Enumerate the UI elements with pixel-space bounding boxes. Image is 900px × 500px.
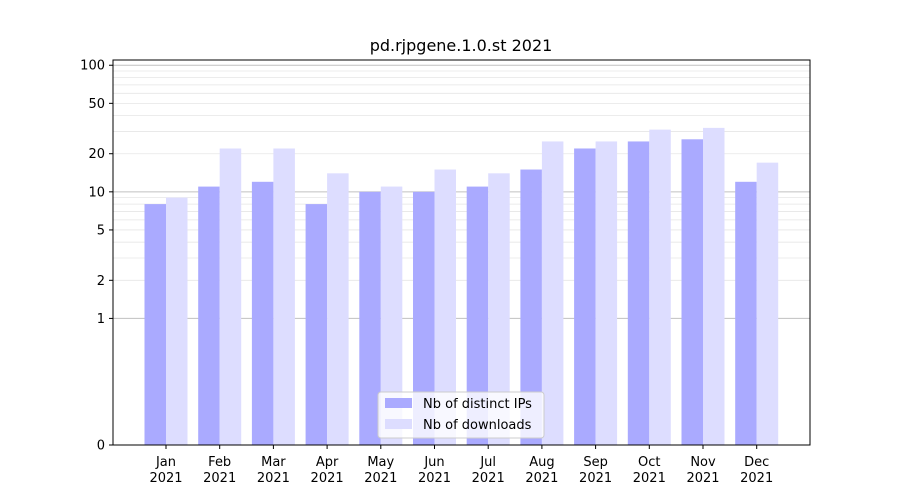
bar: [166, 197, 188, 445]
bar: [273, 148, 295, 445]
x-tick-label: Jul 2021: [472, 455, 505, 486]
bars: [144, 127, 779, 446]
x-tick-label: May 2021: [364, 455, 397, 486]
chart-title: pd.rjpgene.1.0.st 2021: [370, 36, 553, 55]
bar: [251, 181, 274, 445]
x-tick-label: Oct 2021: [633, 455, 666, 486]
bar: [198, 186, 220, 446]
y-tick-label: 100: [80, 59, 105, 74]
bar: [305, 204, 328, 445]
legend-label: Nb of downloads: [423, 418, 532, 433]
bar: [681, 139, 703, 445]
bar: [735, 181, 757, 445]
legend-frame: [377, 391, 545, 439]
bar: [488, 173, 510, 445]
y-tick-label: 0: [97, 439, 105, 454]
bar: [595, 141, 618, 445]
x-axis: Jan 2021 Feb 2021 Mar 2021 Apr 2021 May 2021 Jun 20…: [149, 445, 773, 486]
bar: [541, 141, 564, 445]
legend: Nb of distinct IPs Nb of downloads: [377, 391, 545, 439]
bar: [327, 173, 349, 445]
bar: [434, 169, 456, 445]
x-tick-label: Jun 2021: [418, 455, 451, 486]
bar: [520, 169, 542, 445]
x-tick-label: Feb 2021: [203, 455, 236, 486]
bar: [703, 127, 725, 445]
bar: [144, 204, 166, 445]
y-tick-label: 2: [97, 274, 105, 289]
x-tick-label: Aug 2021: [525, 455, 558, 486]
legend-label: Nb of distinct IPs: [423, 397, 532, 412]
bar: [627, 141, 650, 445]
x-tick-label: Apr 2021: [311, 455, 344, 486]
x-tick-label: Mar 2021: [257, 455, 290, 486]
bar: [649, 129, 671, 445]
bar: [466, 186, 489, 446]
legend-swatch: [385, 398, 412, 408]
bar: [359, 191, 381, 445]
x-tick-label: Sep 2021: [579, 455, 612, 486]
plot-frame: [112, 59, 811, 446]
legend-swatch: [385, 419, 412, 429]
y-axis: 0 1 2 5 10 20 50 100: [80, 59, 113, 454]
x-tick-label: Jan 2021: [149, 455, 182, 486]
bar: [380, 186, 403, 446]
y-tick-label: 1: [97, 312, 105, 327]
x-tick-label: Dec 2021: [740, 455, 773, 486]
bar: [219, 148, 242, 445]
bar: [756, 162, 779, 445]
y-tick-label: 50: [88, 97, 105, 112]
y-tick-label: 5: [97, 223, 105, 238]
bar: [574, 148, 596, 445]
y-tick-label: 20: [88, 147, 105, 162]
x-tick-label: Nov 2021: [686, 455, 719, 486]
y-tick-label: 10: [88, 185, 105, 200]
bar: [413, 191, 435, 445]
